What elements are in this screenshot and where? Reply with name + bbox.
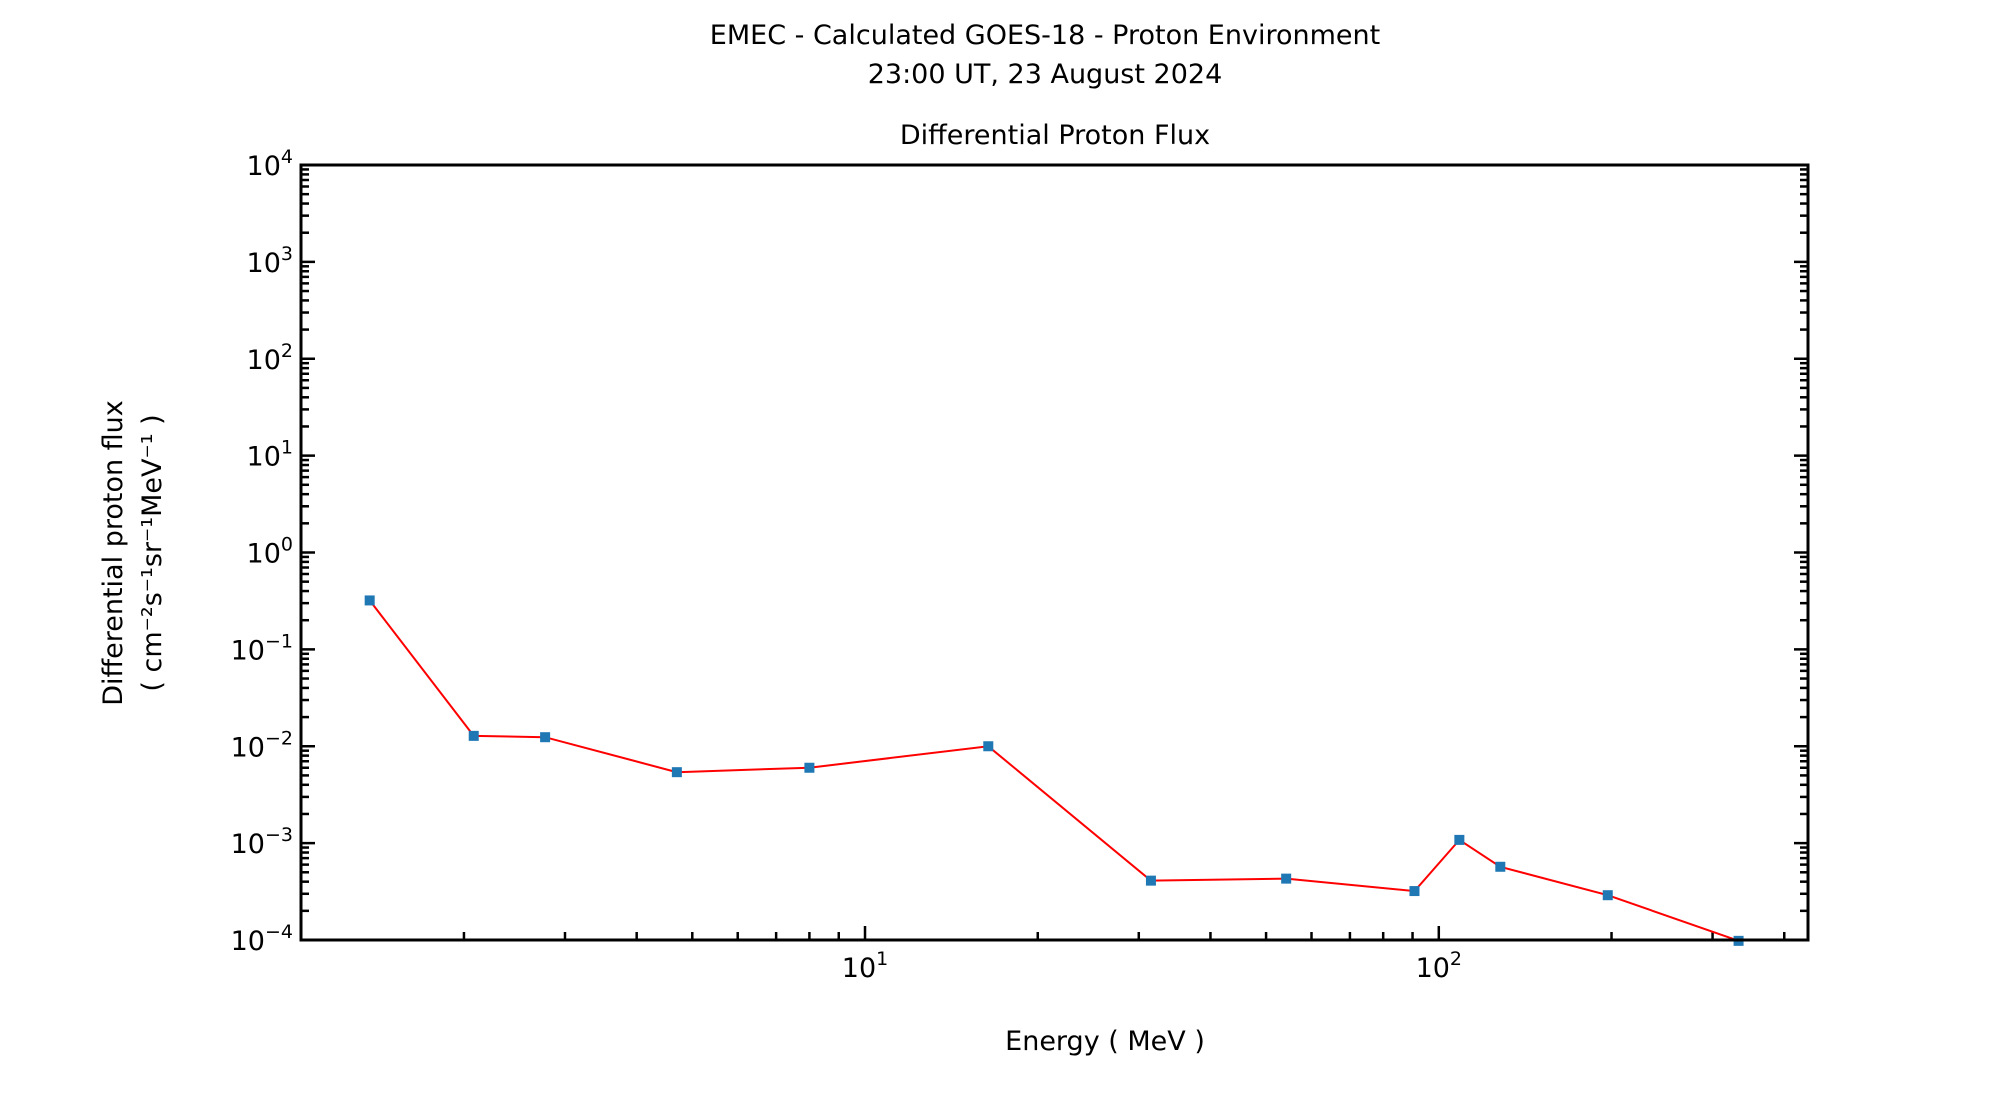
data-point — [983, 741, 994, 752]
data-point — [1495, 861, 1506, 872]
data-point — [1454, 834, 1465, 845]
tick-labels: 104 103 102 101 100 10−1 10−2 10−3 10−4 101 102 — [231, 146, 1462, 984]
data-point — [468, 730, 479, 741]
data-point — [804, 762, 815, 773]
y-axis-label-line1: Differential proton flux — [98, 400, 129, 706]
y-tick-label: 10−3 — [231, 824, 293, 860]
y-tick-label: 102 — [247, 340, 293, 376]
y-axis-label-line2: ( cm⁻²s⁻¹sr⁻¹MeV⁻¹ ) — [137, 414, 168, 691]
x-tick-label: 102 — [1416, 948, 1462, 984]
y-tick-label: 10−1 — [231, 630, 293, 666]
data-point — [1281, 873, 1292, 884]
axis-ticks — [301, 163, 1808, 942]
data-point — [1145, 875, 1156, 886]
figure-title: EMEC - Calculated GOES-18 - Proton Envir… — [710, 20, 1380, 51]
y-tick-label: 10−2 — [231, 727, 293, 763]
data-point — [540, 732, 551, 743]
data-point — [671, 767, 682, 778]
y-tick-label: 104 — [247, 146, 293, 182]
plot-frame — [299, 163, 1810, 942]
x-tick-label: 101 — [842, 948, 888, 984]
data-point — [1602, 890, 1613, 901]
figure-subtitle: 23:00 UT, 23 August 2024 — [868, 59, 1223, 90]
y-tick-label: 100 — [247, 534, 293, 570]
y-tick-label: 103 — [247, 243, 293, 279]
chart-title: Differential Proton Flux — [900, 120, 1210, 151]
data-series — [364, 595, 1744, 946]
data-point — [364, 595, 375, 606]
data-point — [1409, 886, 1420, 897]
x-axis-label: Energy ( MeV ) — [1005, 1026, 1205, 1057]
y-tick-label: 101 — [247, 437, 293, 473]
y-tick-label: 10−4 — [231, 921, 293, 957]
series-line — [368, 599, 1739, 942]
